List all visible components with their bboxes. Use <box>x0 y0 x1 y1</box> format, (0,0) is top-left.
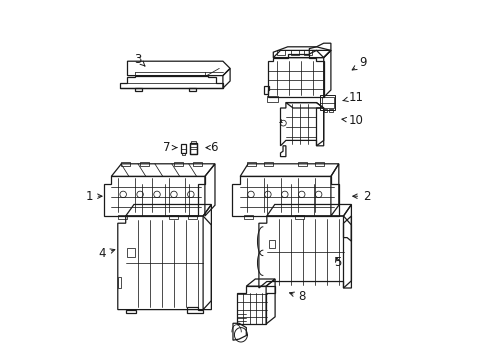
Text: 2: 2 <box>352 190 370 203</box>
Text: 4: 4 <box>99 247 115 260</box>
Bar <box>187 215 197 219</box>
Bar <box>191 141 195 144</box>
Bar <box>182 153 185 155</box>
Bar <box>246 162 256 166</box>
Bar <box>168 215 178 219</box>
Bar <box>321 97 333 108</box>
Bar <box>127 248 134 257</box>
Bar <box>118 215 126 219</box>
Text: 10: 10 <box>341 114 363 127</box>
Bar <box>266 96 277 102</box>
Text: 9: 9 <box>351 57 366 70</box>
Bar <box>294 215 303 219</box>
Bar <box>118 277 121 288</box>
Bar <box>297 162 306 166</box>
Text: 3: 3 <box>134 53 144 66</box>
Text: 6: 6 <box>205 141 217 154</box>
Bar <box>328 109 332 112</box>
Bar <box>268 240 275 248</box>
Bar <box>193 162 202 166</box>
Text: 7: 7 <box>163 141 176 154</box>
Bar <box>303 50 311 55</box>
Text: 1: 1 <box>85 190 102 203</box>
Bar <box>276 50 284 55</box>
Bar <box>320 95 335 110</box>
Bar <box>189 143 197 154</box>
Bar <box>140 162 149 166</box>
Bar <box>121 162 130 166</box>
Text: 11: 11 <box>342 91 363 104</box>
Bar <box>323 109 326 112</box>
Bar <box>244 215 253 219</box>
Bar <box>264 162 272 166</box>
Text: 8: 8 <box>289 291 305 303</box>
Bar <box>290 50 298 55</box>
Text: 5: 5 <box>334 256 341 269</box>
Bar <box>174 162 183 166</box>
Bar <box>314 162 323 166</box>
